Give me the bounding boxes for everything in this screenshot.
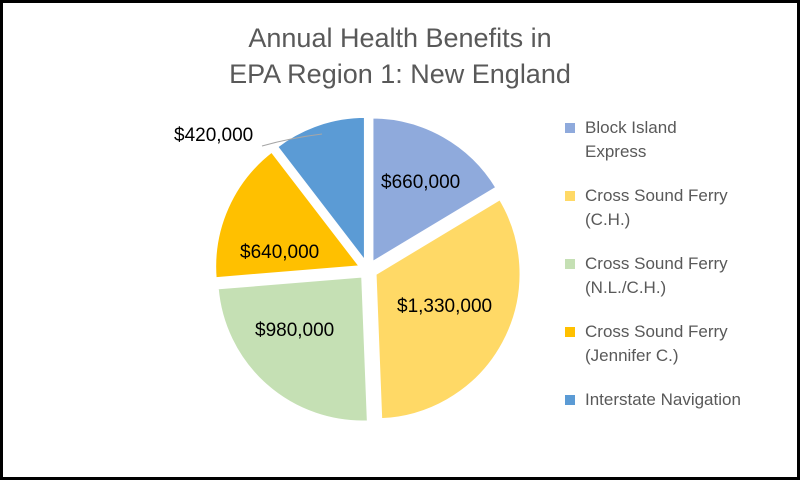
data-label-interstate: $420,000 bbox=[174, 125, 254, 146]
legend: Block Island Express Cross Sound Ferry (… bbox=[565, 116, 785, 432]
pie-slice-block-island[interactable] bbox=[370, 115, 500, 266]
data-label-jennifer: $640,000 bbox=[240, 242, 320, 263]
pie-slice-nlch[interactable] bbox=[215, 274, 370, 424]
legend-label-line2: (C.H.) bbox=[585, 210, 631, 229]
legend-label: Interstate Navigation bbox=[585, 390, 741, 409]
legend-item-nlch[interactable]: Cross Sound Ferry (N.L./C.H.) bbox=[565, 252, 785, 300]
legend-item-ch[interactable]: Cross Sound Ferry (C.H.) bbox=[565, 184, 785, 232]
pie-slice-jennifer[interactable] bbox=[213, 148, 364, 281]
pie-slice-interstate[interactable] bbox=[274, 114, 367, 267]
data-label-nlch: $980,000 bbox=[255, 320, 335, 341]
legend-swatch bbox=[565, 259, 575, 269]
legend-swatch bbox=[565, 395, 575, 405]
legend-label: Cross Sound Ferry bbox=[585, 254, 728, 273]
legend-swatch bbox=[565, 123, 575, 133]
legend-item-interstate[interactable]: Interstate Navigation bbox=[565, 388, 785, 412]
data-label-ch: $1,330,000 bbox=[397, 296, 493, 317]
legend-label: Block Island bbox=[585, 118, 677, 137]
legend-swatch bbox=[565, 191, 575, 201]
data-label-block-island: $660,000 bbox=[381, 172, 461, 193]
legend-label-line2: Express bbox=[585, 142, 647, 161]
chart-title-line1: Annual Health Benefits in bbox=[248, 23, 552, 53]
legend-label-line2: (N.L./C.H.) bbox=[585, 278, 667, 297]
legend-label: Cross Sound Ferry bbox=[585, 186, 728, 205]
legend-swatch bbox=[565, 327, 575, 337]
legend-label: Cross Sound Ferry bbox=[585, 322, 728, 341]
legend-item-jennifer[interactable]: Cross Sound Ferry (Jennifer C.) bbox=[565, 320, 785, 368]
legend-item-block-island[interactable]: Block Island Express bbox=[565, 116, 785, 164]
legend-label-line2: (Jennifer C.) bbox=[585, 346, 679, 365]
leader-line bbox=[261, 133, 323, 147]
pie-slice-ch[interactable] bbox=[373, 196, 523, 422]
chart-title-line2: EPA Region 1: New England bbox=[229, 59, 571, 89]
